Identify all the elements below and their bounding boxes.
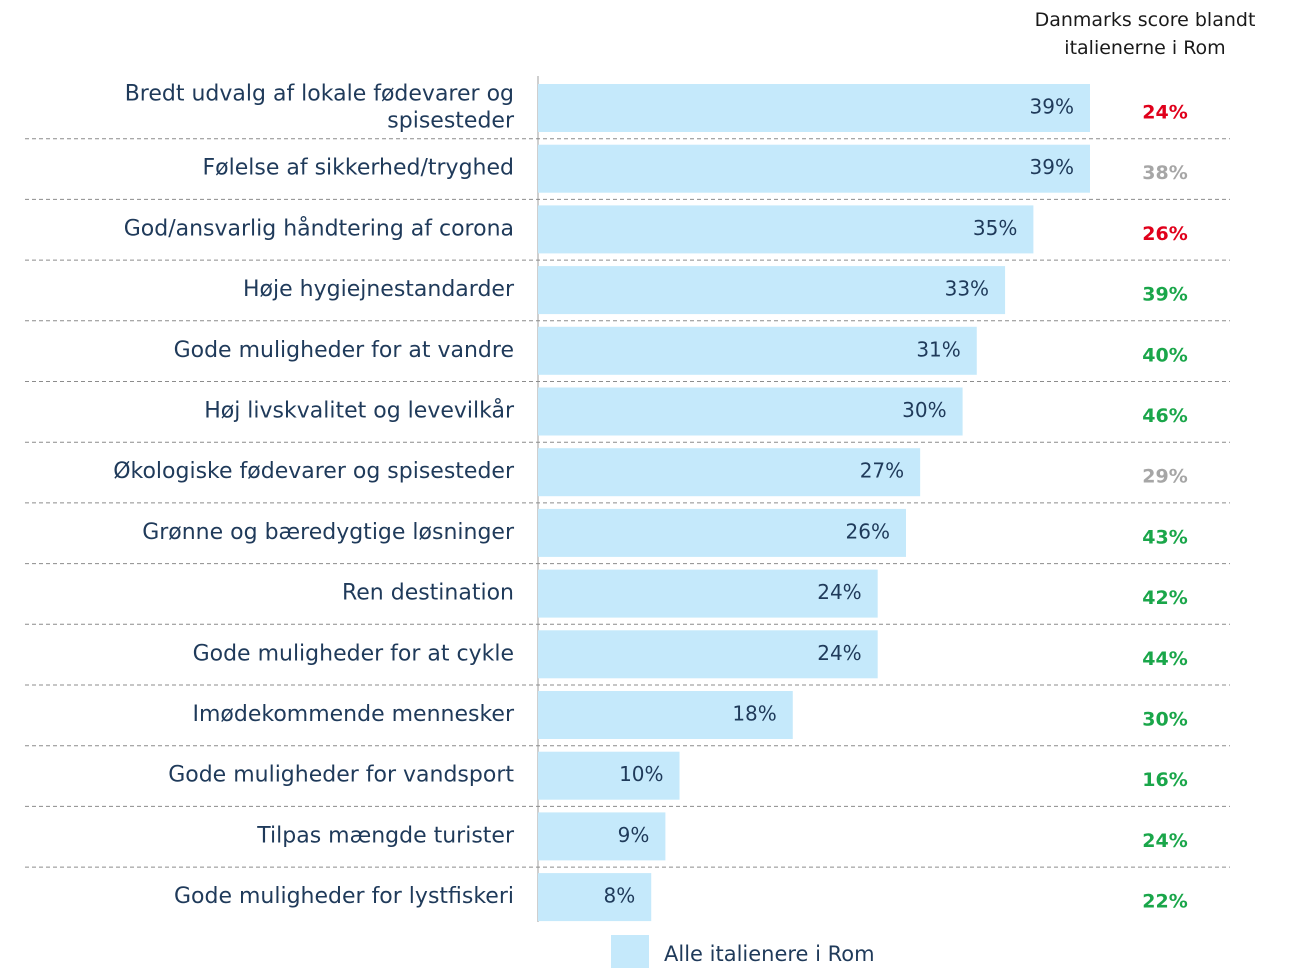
comparison-value: 39% [1142, 284, 1187, 306]
bar [538, 144, 1090, 193]
bar-value-label: 30% [902, 398, 946, 422]
category-label: Imødekommende mennesker [192, 702, 514, 727]
bar-value-label: 8% [603, 884, 635, 908]
category-label: Ren destination [342, 581, 514, 606]
comparison-value: 43% [1142, 526, 1187, 548]
comparison-value: 29% [1142, 466, 1187, 488]
bar [538, 326, 977, 375]
comparison-value: 42% [1142, 587, 1187, 609]
comparison-value: 24% [1142, 102, 1187, 124]
comparison-value: 16% [1142, 769, 1187, 791]
category-label: Høje hygiejnestandarder [243, 277, 515, 302]
bar-value-label: 27% [860, 459, 904, 483]
bar-value-label: 39% [1030, 95, 1074, 119]
bar-value-label: 10% [619, 762, 663, 786]
category-label: Gode muligheder for at cykle [193, 641, 514, 666]
bar [538, 508, 906, 557]
bar-value-label: 18% [732, 702, 776, 726]
bar [538, 84, 1090, 132]
category-label: Bredt udvalg af lokale fødevarer og spise… [125, 82, 515, 134]
category-label: Gode muligheder for vandsport [168, 763, 514, 788]
bar [538, 266, 1006, 315]
bar [538, 569, 878, 618]
bar [538, 812, 666, 861]
bar [538, 873, 652, 922]
category-label: Gode muligheder for lystfiskeri [174, 884, 514, 909]
category-label: Høj livskvalitet og levevilkår [204, 398, 515, 424]
bar-value-label: 31% [916, 337, 960, 361]
bar-value-label: 24% [817, 641, 861, 665]
comparison-value: 24% [1142, 830, 1187, 852]
bar-value-label: 26% [846, 519, 890, 543]
comparison-value: 26% [1142, 223, 1187, 245]
comparison-value: 46% [1142, 405, 1187, 427]
bar [538, 630, 878, 679]
comparison-value: 40% [1142, 344, 1187, 366]
category-label: Tilpas mængde turister [256, 823, 515, 848]
bar-value-label: 24% [817, 580, 861, 604]
bar [538, 448, 921, 497]
bar-value-label: 35% [973, 216, 1017, 240]
category-label: God/ansvarlig håndtering af corona [124, 215, 514, 241]
bar [538, 387, 963, 436]
comparison-value: 44% [1142, 648, 1187, 670]
category-label: Følelse af sikkerhed/tryghed [202, 156, 514, 181]
legend-swatch [611, 935, 649, 968]
bar-value-label: 33% [945, 277, 989, 301]
bar-value-label: 9% [618, 823, 650, 847]
comparison-value: 30% [1142, 709, 1187, 731]
category-label: Grønne og bæredygtige løsninger [142, 520, 515, 545]
bar [538, 205, 1034, 254]
bar [538, 691, 793, 739]
legend-label: Alle italienere i Rom [664, 942, 875, 966]
comparison-value: 38% [1142, 162, 1187, 184]
category-label: Økologiske fødevarer og spisesteder [113, 459, 515, 484]
category-label: Gode muligheder for at vandre [174, 338, 514, 363]
comparison-title: Danmarks score blandt italienerne i Rom [1035, 9, 1256, 59]
bar [538, 751, 680, 800]
bar-value-label: 39% [1030, 155, 1074, 179]
comparison-value: 22% [1142, 891, 1187, 913]
